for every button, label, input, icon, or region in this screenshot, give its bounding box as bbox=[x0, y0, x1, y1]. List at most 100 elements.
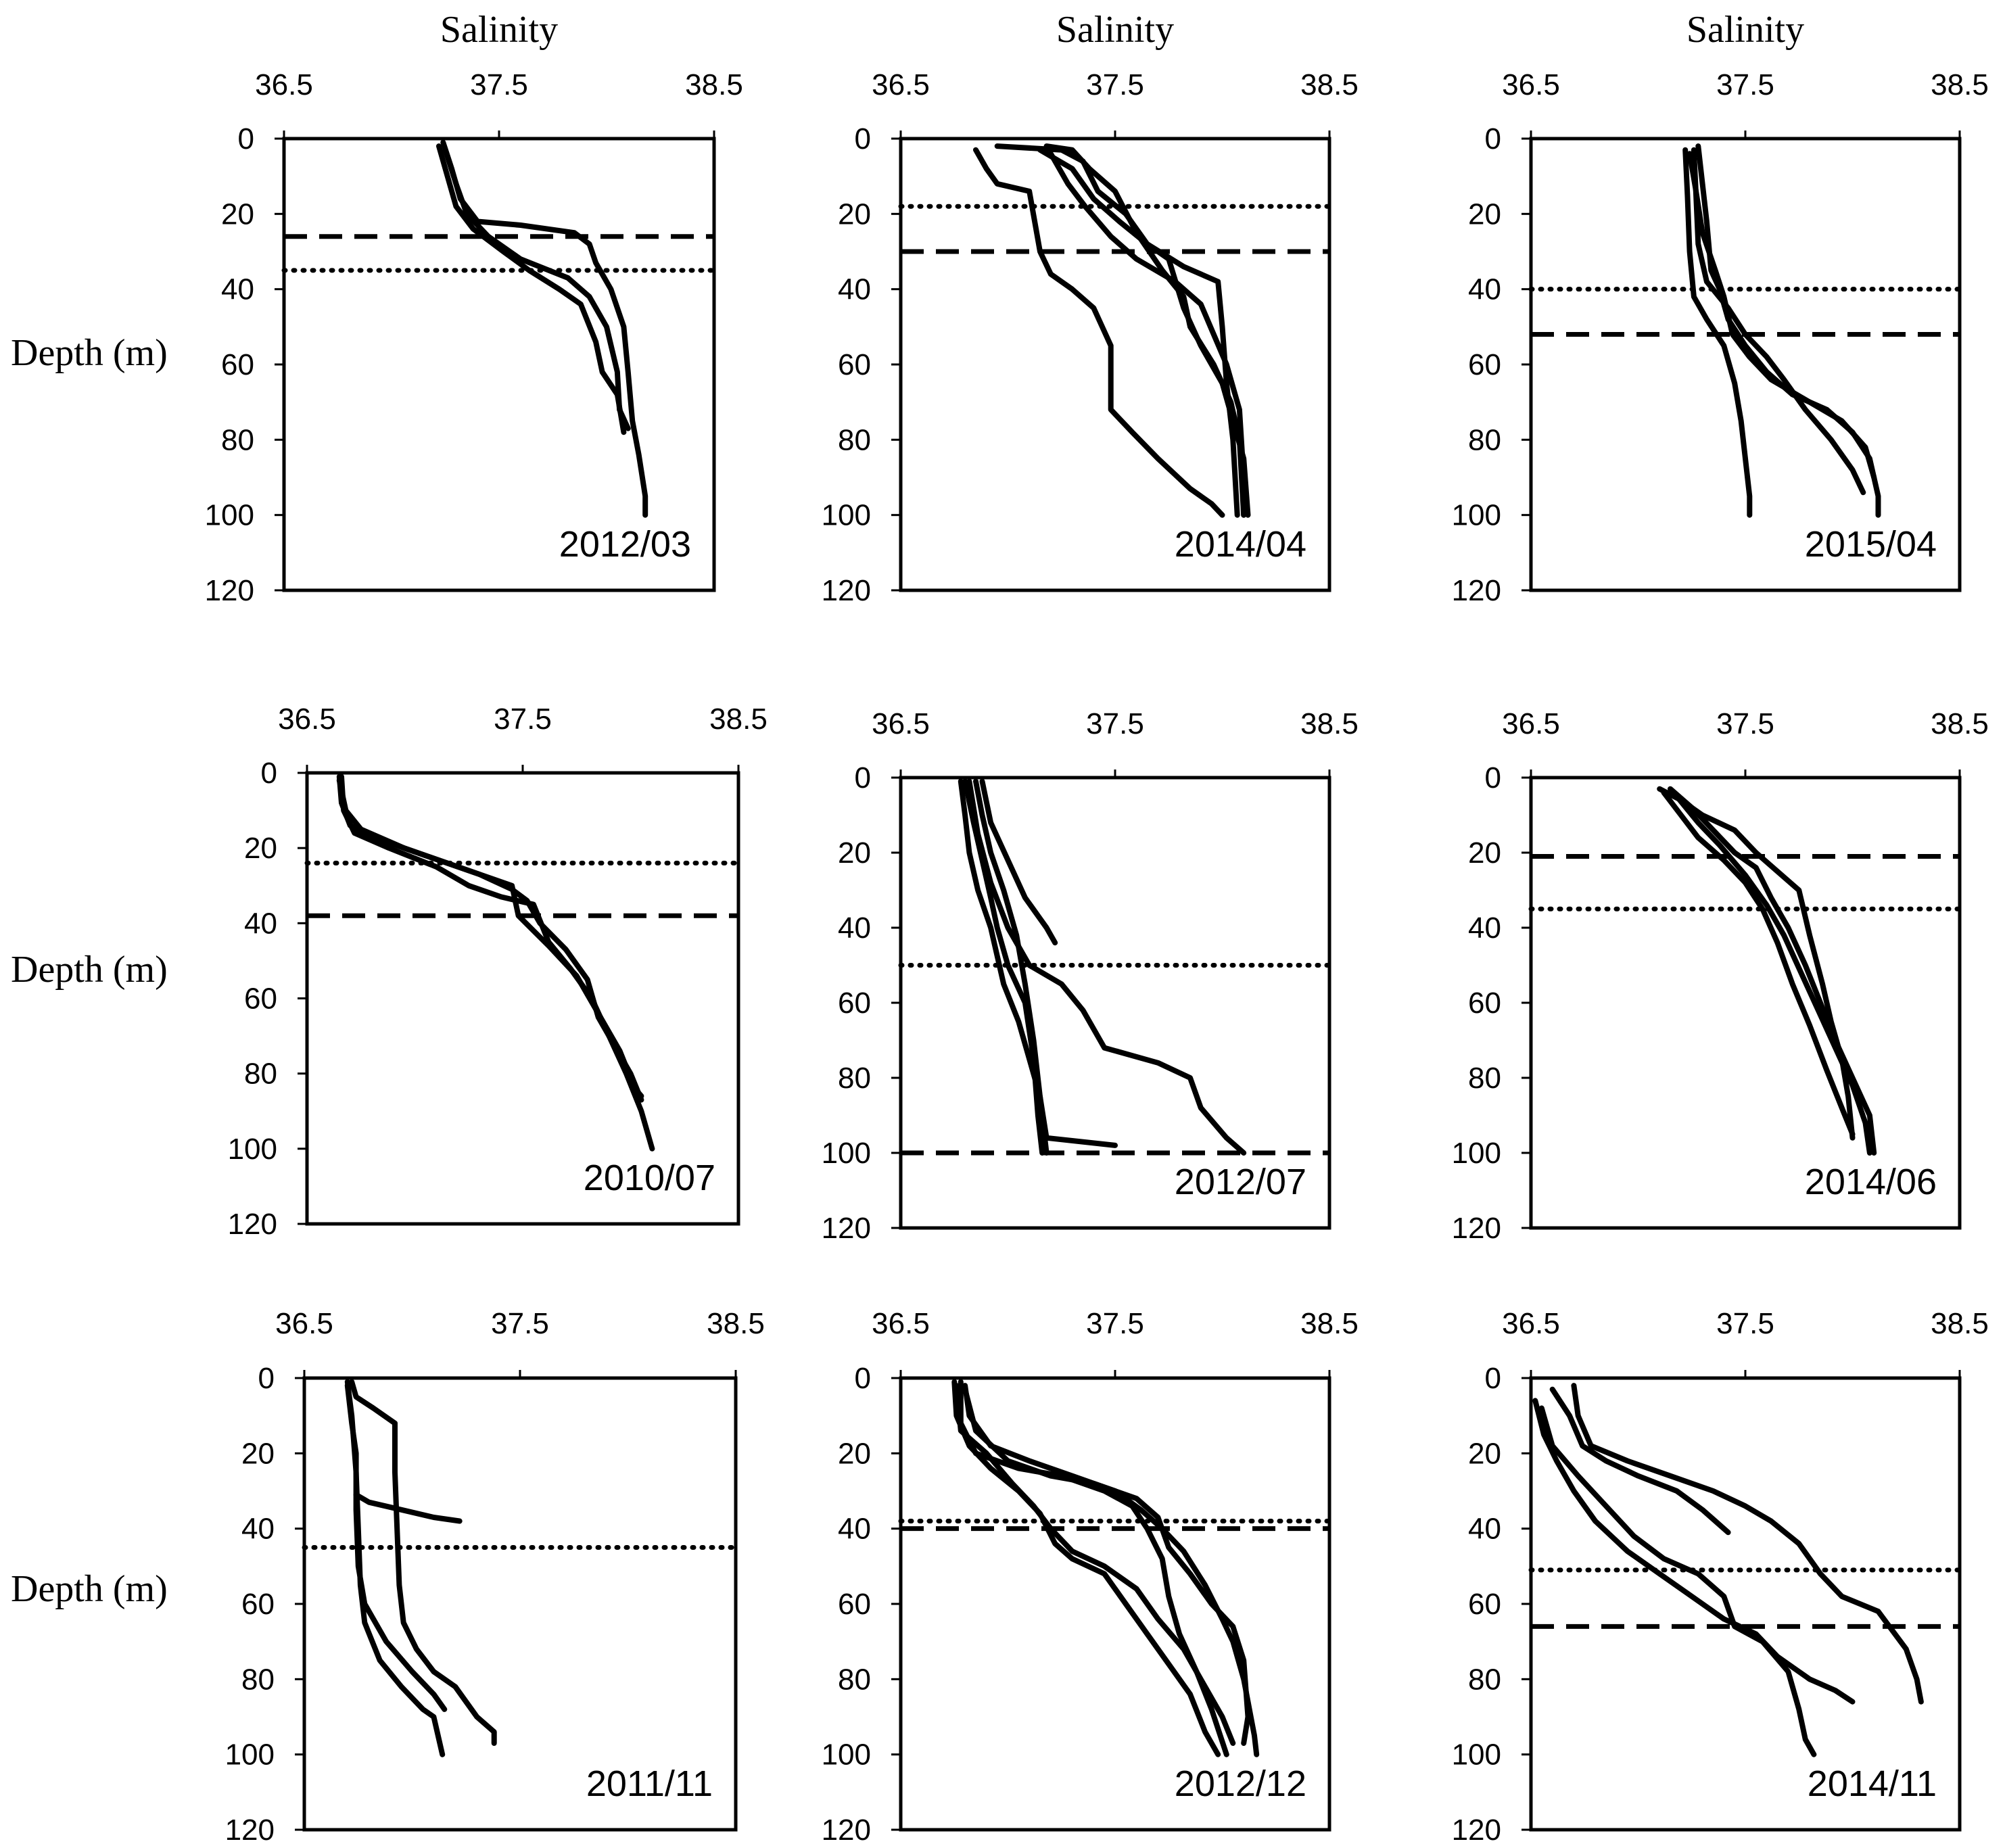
series-line-1 bbox=[1532, 1398, 1856, 1705]
y-tick-label: 40 bbox=[838, 911, 871, 945]
panel-date-label: 2012/07 bbox=[1175, 1162, 1306, 1202]
panel-2012-07: 36.5 37.5 38.5 0 20 40 60 80 100 120 2012/07 bbox=[822, 707, 1359, 1245]
series-line-1 bbox=[1657, 786, 1856, 1141]
series-line-2 bbox=[973, 778, 1118, 1148]
y-tick-label: 120 bbox=[822, 1814, 871, 1847]
panel-2015-04: 36.5 37.5 38.5 0 20 40 60 80 100 120 Salinity 2015/… bbox=[1452, 9, 1989, 607]
y-tick-label: 120 bbox=[228, 1208, 277, 1241]
series-line-1 bbox=[973, 147, 1225, 518]
series-line-5 bbox=[1043, 143, 1247, 518]
x-tick-label: 37.5 bbox=[1086, 68, 1144, 101]
y-axis-label: Depth (m) bbox=[11, 1568, 168, 1610]
series-line-3 bbox=[442, 147, 631, 431]
panel-date-label: 2012/12 bbox=[1175, 1763, 1306, 1804]
y-tick-label: 20 bbox=[838, 836, 871, 870]
x-tick-label: 38.5 bbox=[1931, 1307, 1989, 1340]
y-tick-label: 120 bbox=[822, 1212, 871, 1245]
series-line-1 bbox=[440, 139, 648, 518]
plot-frame bbox=[899, 1376, 1331, 1832]
y-tick-label: 100 bbox=[822, 1738, 871, 1772]
y-tick-label: 100 bbox=[822, 499, 871, 532]
x-tick-label: 38.5 bbox=[1300, 707, 1359, 740]
panel-2012-03: 36.5 37.5 38.5 0 20 40 60 80 100 120 Salinity Depth… bbox=[11, 9, 743, 607]
y-tick-label: 120 bbox=[822, 574, 871, 607]
y-tick-label: 120 bbox=[1452, 574, 1501, 607]
plot-frame bbox=[282, 137, 716, 592]
panel-date-label: 2014/11 bbox=[1808, 1763, 1937, 1804]
y-tick-label: 120 bbox=[1452, 1212, 1501, 1245]
panel-2014-11: 36.5 37.5 38.5 0 20 40 60 80 100 120 2014/11 bbox=[1452, 1307, 1989, 1847]
y-tick-label: 40 bbox=[221, 273, 254, 306]
x-tick-label: 38.5 bbox=[707, 1307, 765, 1340]
y-tick-label: 40 bbox=[241, 1513, 275, 1546]
x-tick-label: 36.5 bbox=[872, 68, 930, 101]
y-tick-label: 80 bbox=[221, 423, 254, 456]
x-tick-label: 37.5 bbox=[1086, 1307, 1144, 1340]
y-tick-label: 100 bbox=[822, 1137, 871, 1170]
panel-2014-06: 36.5 37.5 38.5 0 20 40 60 80 100 120 2014/06 bbox=[1452, 707, 1989, 1245]
x-tick-label: 37.5 bbox=[1716, 68, 1774, 101]
series-line-4 bbox=[953, 1383, 1236, 1746]
y-tick-label: 100 bbox=[1452, 1137, 1501, 1170]
x-tick-label: 38.5 bbox=[1300, 68, 1359, 101]
y-tick-label: 0 bbox=[855, 1362, 871, 1395]
y-tick-label: 80 bbox=[838, 423, 871, 456]
y-tick-label: 0 bbox=[261, 757, 277, 790]
y-tick-label: 0 bbox=[238, 122, 254, 156]
y-tick-label: 40 bbox=[1468, 911, 1501, 945]
panel-2011-11: 36.5 37.5 38.5 0 20 40 60 80 100 120 Depth (m) 2011… bbox=[11, 1307, 765, 1847]
series-line-2 bbox=[436, 143, 627, 435]
y-tick-label: 100 bbox=[205, 499, 254, 532]
series-line-4 bbox=[1538, 1405, 1817, 1757]
x-tick-label: 36.5 bbox=[1502, 68, 1560, 101]
panel-date-label: 2015/04 bbox=[1805, 524, 1937, 565]
x-tick-label: 37.5 bbox=[491, 1307, 549, 1340]
panel-2012-12: 36.5 37.5 38.5 0 20 40 60 80 100 120 2012/12 bbox=[822, 1307, 1359, 1847]
x-tick-label: 36.5 bbox=[255, 68, 313, 101]
x-tick-label: 36.5 bbox=[872, 1307, 930, 1340]
series-line-1 bbox=[951, 1379, 1221, 1757]
series-line-5 bbox=[966, 778, 1247, 1156]
y-tick-label: 60 bbox=[838, 987, 871, 1020]
y-tick-label: 20 bbox=[838, 197, 871, 231]
y-tick-label: 20 bbox=[221, 197, 254, 231]
series-line-4 bbox=[1686, 151, 1877, 480]
series-line-2 bbox=[1691, 147, 1866, 496]
y-tick-label: 20 bbox=[244, 832, 277, 865]
y-tick-label: 0 bbox=[1485, 1362, 1501, 1395]
y-tick-label: 120 bbox=[225, 1814, 275, 1847]
y-tick-label: 60 bbox=[1468, 987, 1501, 1020]
series-line-3 bbox=[344, 1383, 448, 1712]
panel-date-label: 2014/04 bbox=[1175, 524, 1306, 565]
y-tick-label: 60 bbox=[241, 1588, 275, 1621]
y-tick-label: 0 bbox=[1485, 761, 1501, 795]
series-line-4 bbox=[1047, 151, 1247, 518]
series-line-3 bbox=[1571, 1383, 1924, 1705]
y-tick-label: 0 bbox=[1485, 122, 1501, 156]
y-tick-label: 60 bbox=[1468, 348, 1501, 381]
y-tick-label: 80 bbox=[1468, 1062, 1501, 1095]
y-tick-label: 120 bbox=[1452, 1814, 1501, 1847]
x-axis-title: Salinity bbox=[1686, 9, 1804, 51]
series-line-5 bbox=[962, 1386, 1251, 1746]
x-tick-label: 37.5 bbox=[1086, 707, 1144, 740]
y-tick-label: 40 bbox=[1468, 1513, 1501, 1546]
y-tick-label: 20 bbox=[838, 1437, 871, 1470]
y-tick-label: 60 bbox=[838, 1588, 871, 1621]
x-axis-title: Salinity bbox=[440, 9, 558, 51]
y-tick-label: 120 bbox=[205, 574, 254, 607]
x-tick-label: 36.5 bbox=[872, 707, 930, 740]
x-tick-label: 37.5 bbox=[494, 703, 552, 736]
y-tick-label: 100 bbox=[228, 1133, 277, 1166]
y-tick-label: 80 bbox=[1468, 1663, 1501, 1696]
y-tick-label: 60 bbox=[244, 982, 277, 1016]
y-tick-label: 60 bbox=[1468, 1588, 1501, 1621]
y-tick-label: 40 bbox=[838, 273, 871, 306]
series-line-2 bbox=[1661, 790, 1856, 1137]
panel-date-label: 2010/07 bbox=[584, 1158, 715, 1198]
y-tick-label: 80 bbox=[838, 1062, 871, 1095]
panel-date-label: 2012/03 bbox=[559, 524, 691, 565]
series-line-1 bbox=[336, 774, 644, 1103]
series-line-2 bbox=[339, 774, 655, 1152]
